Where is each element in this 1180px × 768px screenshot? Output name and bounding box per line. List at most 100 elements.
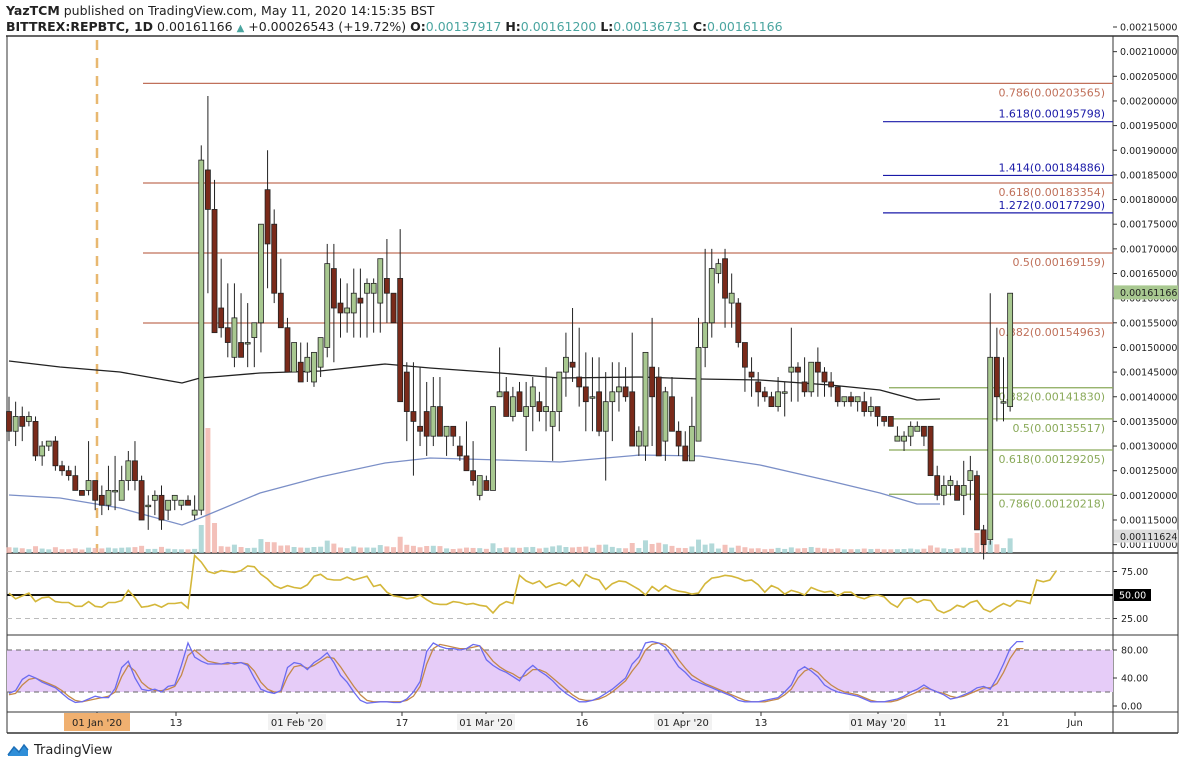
- candle: [662, 391, 669, 442]
- candle: [622, 386, 629, 398]
- candle: [688, 425, 695, 462]
- fib-label: 0.786(0.00203565): [998, 86, 1105, 99]
- candle: [218, 307, 225, 329]
- candle: [324, 263, 331, 348]
- candle: [178, 499, 185, 506]
- price-tick-label: 0.00195000: [1120, 121, 1177, 132]
- candle: [755, 381, 762, 393]
- current-price-tag: 0.00161166: [1120, 288, 1177, 299]
- price-tick-label: 0.00120000: [1120, 491, 1177, 502]
- candle: [708, 268, 715, 324]
- candle: [19, 416, 26, 427]
- candle: [682, 445, 689, 462]
- candle: [390, 292, 397, 324]
- candle: [629, 391, 636, 447]
- candle: [695, 347, 702, 442]
- candle: [171, 494, 178, 501]
- candle: [927, 425, 934, 477]
- date-tick-label: 11: [934, 718, 947, 729]
- candle: [317, 337, 324, 368]
- fib-label: 0.382(0.00141830): [998, 391, 1105, 404]
- price-tick-label: 0.00110000: [1120, 540, 1177, 551]
- candle: [85, 480, 92, 491]
- candle: [921, 425, 927, 437]
- candle: [980, 529, 987, 546]
- candle: [655, 376, 662, 457]
- candle: [675, 430, 682, 447]
- date-tick-label: 01 Apr '20: [657, 718, 709, 729]
- candle: [940, 485, 947, 496]
- candle: [967, 470, 974, 481]
- candle: [702, 322, 709, 348]
- price-tick-label: 0.00185000: [1120, 170, 1177, 181]
- tradingview-footer[interactable]: TradingView: [6, 742, 113, 758]
- candle: [79, 490, 85, 496]
- time-axis[interactable]: 01 Jan '20 13 01 Feb '20 17 01 Mar '20 16 01 A…: [64, 712, 1083, 731]
- candle: [364, 282, 370, 294]
- candle: [576, 376, 583, 388]
- candle: [238, 342, 244, 358]
- candle: [158, 494, 165, 521]
- candle: [165, 499, 172, 511]
- candle: [151, 494, 158, 501]
- candle: [337, 302, 344, 314]
- candle: [669, 396, 675, 432]
- candle: [808, 361, 815, 393]
- candle: [894, 435, 901, 442]
- date-tick-label: 16: [576, 718, 589, 729]
- candle: [841, 396, 848, 403]
- candle: [781, 391, 788, 394]
- candle: [92, 480, 99, 501]
- price-tick-label: 0.00190000: [1120, 146, 1177, 157]
- candle: [582, 386, 589, 403]
- candle: [231, 317, 238, 358]
- candle: [463, 455, 470, 472]
- price-tick-label: 0.00175000: [1120, 220, 1177, 231]
- candle: [960, 485, 967, 496]
- price-tick-label: 0.00130000: [1120, 442, 1177, 453]
- price-axis[interactable]: 0.00215000 0.00210000 0.00205000 0.00200000…: [1113, 23, 1178, 552]
- candle: [649, 366, 656, 398]
- candle: [868, 406, 874, 412]
- candle: [1007, 292, 1014, 408]
- candle: [775, 391, 781, 408]
- candle: [761, 391, 768, 398]
- candle: [934, 475, 941, 496]
- date-tick-label: 01 Mar '20: [459, 718, 512, 729]
- candle: [735, 302, 742, 343]
- rsi-tick-label: 75.00: [1121, 567, 1148, 578]
- candle: [357, 297, 364, 304]
- candle: [271, 223, 278, 294]
- candle: [264, 189, 271, 245]
- tradingview-logo-icon: [7, 743, 29, 756]
- candle: [304, 356, 311, 373]
- candle: [191, 509, 198, 516]
- candle: [848, 396, 854, 403]
- candle: [437, 406, 443, 437]
- low-label: L:: [600, 19, 614, 34]
- candle: [185, 499, 191, 506]
- stoch-tick-label: 40.00: [1121, 674, 1148, 685]
- published-text: published on TradingView.com, May 11, 20…: [63, 3, 435, 18]
- candle: [728, 292, 735, 304]
- price-tick-label: 0.00155000: [1120, 318, 1177, 329]
- fib-label: 0.786(0.00120218): [998, 497, 1105, 510]
- candle: [65, 470, 72, 477]
- candle: [523, 406, 530, 417]
- ema-short-line: [8, 360, 941, 401]
- date-tick-label: 17: [396, 718, 409, 729]
- low-value: 0.00136731: [613, 19, 689, 34]
- price-tick-label: 0.00215000: [1120, 23, 1177, 34]
- candle: [974, 475, 980, 531]
- candle: [350, 292, 357, 314]
- candle: [516, 391, 523, 412]
- candle: [105, 490, 112, 506]
- candle: [748, 371, 755, 378]
- fib-label: 0.382(0.00154963): [998, 326, 1105, 339]
- price-change: +0.00026543 (+19.72%): [248, 19, 407, 34]
- candle: [768, 396, 775, 408]
- candle: [125, 460, 132, 481]
- candle: [430, 406, 437, 437]
- candle: [569, 361, 576, 368]
